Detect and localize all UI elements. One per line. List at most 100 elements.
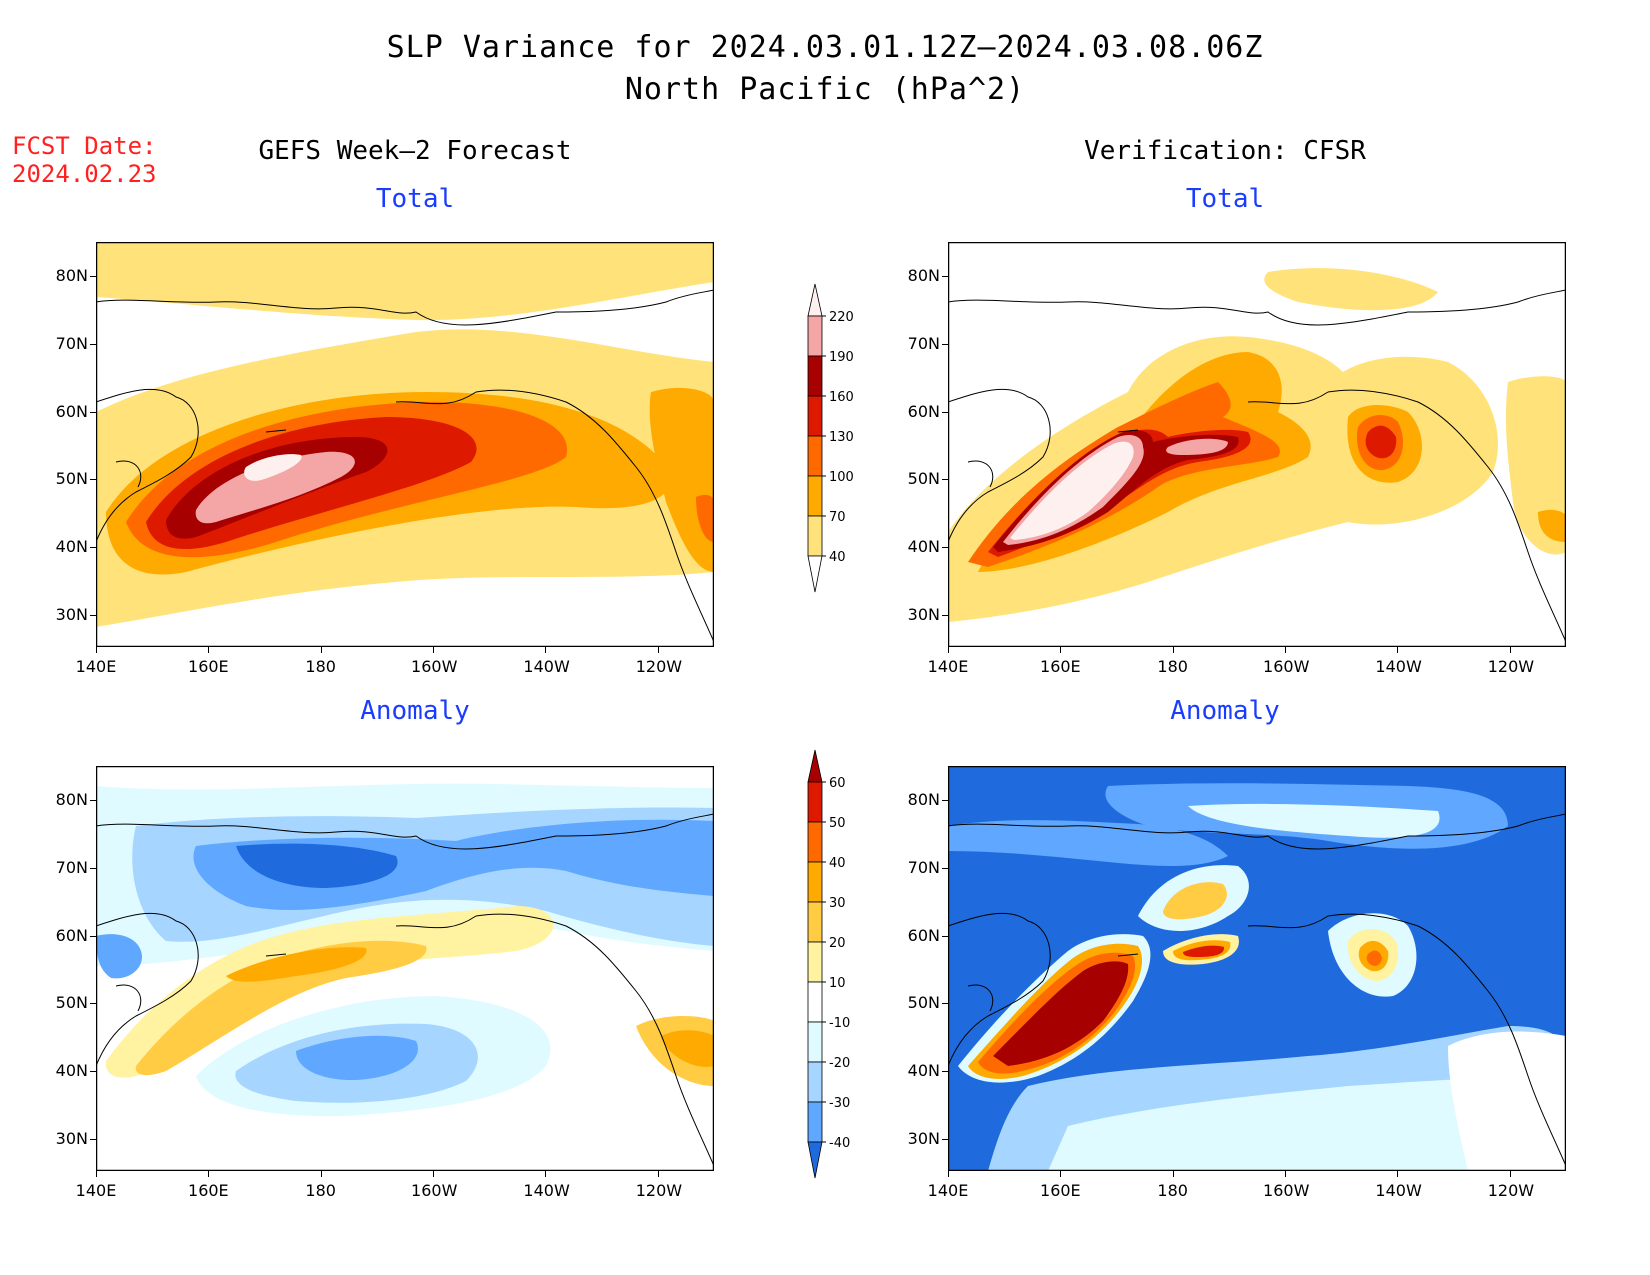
lat-tick-mark	[90, 800, 96, 802]
lon-tick-label: 160W	[1263, 1181, 1310, 1200]
lat-tick-label: 60N	[55, 401, 88, 421]
lat-tick-label: 50N	[907, 469, 940, 489]
shade-neg30-w	[96, 934, 142, 979]
lon-tick-label: 160W	[1263, 657, 1310, 676]
shade-neg30-nw	[948, 820, 1228, 866]
lon-tick-mark	[545, 647, 547, 653]
lon-tick-mark	[948, 1171, 949, 1177]
colorbar-anomaly-label: -30	[829, 1096, 850, 1111]
lat-tick-mark	[942, 614, 948, 616]
lon-tick-mark	[948, 647, 949, 653]
lat-tick-label: 80N	[55, 266, 88, 286]
lon-tick-mark	[96, 647, 97, 653]
lon-tick-mark	[1397, 647, 1399, 653]
coastlines	[948, 813, 1566, 1167]
colorbar-total-label: 220	[829, 310, 854, 325]
lat-tick-mark	[90, 546, 96, 548]
lon-tick-mark	[1509, 647, 1511, 653]
panel-title-anomaly-right: Anomaly	[1170, 696, 1280, 726]
colorbar-anomaly-label: -40	[829, 1136, 850, 1151]
colorbar-total: 220 190 160 130 100 70 40	[807, 283, 854, 593]
colorbar-anomaly: 60 50 40 30 20 10 -10 -20 -30 -40	[807, 749, 850, 1179]
shade-220	[1010, 441, 1134, 540]
lon-tick-mark	[1060, 647, 1062, 653]
shade-30	[226, 947, 367, 982]
lat-tick-mark	[942, 1138, 948, 1140]
shade-50-mid	[1183, 945, 1225, 957]
lon-tick-label: 180	[1157, 657, 1188, 676]
lon-tick-label: 140W	[523, 657, 570, 676]
fcst-date-label: FCST Date:	[12, 132, 157, 160]
colorbar-total-bottom-triangle	[807, 555, 823, 593]
coastlines	[948, 289, 1566, 643]
coastlines	[96, 289, 714, 643]
colorbar-anomaly-box	[807, 861, 823, 903]
lon-tick-mark	[208, 647, 210, 653]
shade-30-east	[661, 1030, 714, 1067]
lat-tick-label: 40N	[55, 536, 88, 556]
colorbar-total-box	[807, 395, 823, 437]
lon-tick-label: 140W	[523, 1181, 570, 1200]
colorbar-anomaly-box	[807, 1061, 823, 1103]
lon-tick-label: 140E	[927, 1181, 969, 1200]
colorbar-total-box	[807, 475, 823, 517]
lat-tick-mark	[942, 546, 948, 548]
map-panel-forecast-total	[96, 242, 714, 647]
colorbar-total-label: 100	[829, 470, 854, 485]
lat-tick-label: 30N	[55, 1128, 88, 1148]
colorbar-total-box	[807, 315, 823, 357]
lat-tick-mark	[90, 614, 96, 616]
lat-tick-label: 30N	[907, 1128, 940, 1148]
colorbar-anomaly-label: -20	[829, 1056, 850, 1071]
lat-tick-mark	[942, 479, 948, 481]
lon-tick-label: 120W	[1487, 1181, 1535, 1200]
lat-tick-mark	[942, 276, 948, 278]
colorbar-anomaly-top-triangle	[807, 749, 823, 783]
lat-tick-mark	[942, 344, 948, 346]
shade-20-a	[1163, 882, 1227, 920]
colorbar-total-box	[807, 355, 823, 397]
shade-190-b	[1166, 438, 1228, 455]
colorbar-total-label: 40	[829, 550, 846, 565]
lat-tick-label: 30N	[55, 604, 88, 624]
lat-tick-mark	[942, 935, 948, 937]
lat-tick-mark	[942, 868, 948, 870]
lon-tick-label: 160E	[188, 1181, 229, 1200]
shade-neg40	[236, 843, 398, 888]
colorbar-anomaly-label: 40	[829, 856, 846, 871]
lon-tick-mark	[96, 1171, 97, 1177]
lon-tick-label: 120W	[635, 1181, 683, 1200]
lat-tick-mark	[90, 868, 96, 870]
colorbar-total-label: 130	[829, 430, 854, 445]
panel-title-total-left: Total	[375, 184, 455, 214]
lat-tick-mark	[942, 1003, 948, 1005]
lon-tick-label: 140W	[1375, 657, 1422, 676]
shade-40-north	[1264, 268, 1438, 311]
panel-title-anomaly-left: Anomaly	[360, 696, 470, 726]
lon-tick-label: 120W	[1487, 657, 1535, 676]
lat-tick-label: 60N	[907, 401, 940, 421]
right-column-title: Verification: CFSR	[1084, 136, 1366, 166]
shade-40-ne	[1366, 950, 1382, 966]
colorbar-total-label: 70	[829, 510, 846, 525]
map-panel-verification-total	[948, 242, 1566, 647]
lat-tick-label: 70N	[55, 334, 88, 354]
lon-tick-label: 180	[305, 1181, 336, 1200]
shade-100-east	[696, 494, 714, 542]
lon-tick-mark	[320, 647, 322, 653]
shade-70-e	[1538, 509, 1566, 542]
colorbar-total-label: 190	[829, 350, 854, 365]
lat-tick-label: 70N	[907, 858, 940, 878]
colorbar-total-box	[807, 435, 823, 477]
shade-190	[195, 451, 355, 524]
lat-tick-label: 70N	[907, 334, 940, 354]
lon-tick-mark	[545, 1171, 547, 1177]
lon-tick-label: 160E	[1040, 1181, 1081, 1200]
colorbar-anomaly-box	[807, 1101, 823, 1143]
lat-tick-label: 30N	[907, 604, 940, 624]
map-panel-forecast-anomaly	[96, 766, 714, 1171]
coastlines	[96, 813, 714, 1167]
colorbar-anomaly-box	[807, 901, 823, 943]
lon-tick-mark	[208, 1171, 210, 1177]
colorbar-anomaly-box	[807, 981, 823, 1023]
